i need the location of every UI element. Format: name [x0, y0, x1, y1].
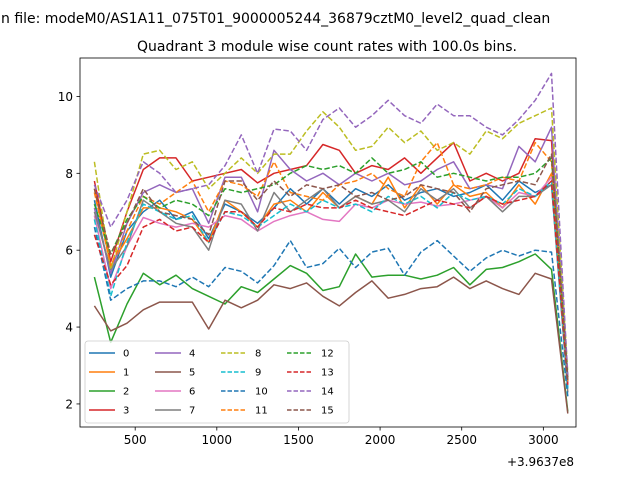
series-line-4 [93, 126, 569, 381]
y-tick-label: 4 [65, 321, 73, 335]
series-line-3 [93, 137, 569, 385]
legend-label-15: 15 [321, 406, 334, 417]
legend-label-10: 10 [255, 387, 268, 398]
legend-label-6: 6 [189, 387, 195, 398]
legend-label-13: 13 [321, 368, 334, 379]
legend-label-12: 12 [321, 349, 334, 360]
legend-label-9: 9 [255, 368, 261, 379]
series-line-12 [93, 157, 569, 378]
series-line-7 [93, 184, 569, 393]
legend-box [84, 340, 350, 424]
legend-label-11: 11 [255, 406, 268, 417]
chart-title: Quadrant 3 module wise count rates with … [137, 39, 517, 55]
legend-label-5: 5 [189, 368, 195, 379]
series-line-8 [93, 107, 569, 374]
x-offset-label: +3.9637e8 [507, 455, 574, 469]
series-line-1 [93, 172, 569, 381]
legend-label-8: 8 [255, 349, 261, 360]
series-line-14 [93, 72, 569, 378]
legend-label-2: 2 [123, 387, 129, 398]
x-tick-label: 2000 [365, 433, 396, 447]
x-tick-label: 3000 [528, 433, 559, 447]
legend-label-1: 1 [123, 368, 129, 379]
series-line-11 [93, 141, 569, 381]
series-line-15 [93, 153, 569, 381]
legend-label-14: 14 [321, 387, 334, 398]
x-tick-label: 1500 [283, 433, 314, 447]
figure-suptitle: n file: modeM0/AS1A11_075T01_9000005244_… [1, 11, 550, 27]
x-tick-label: 1000 [202, 433, 233, 447]
legend-label-0: 0 [123, 349, 129, 360]
legend-label-3: 3 [123, 406, 129, 417]
y-tick-label: 8 [65, 167, 73, 181]
x-tick-label: 2500 [446, 433, 477, 447]
x-tick-label: 500 [124, 433, 147, 447]
series-line-13 [93, 180, 569, 385]
series-line-2 [93, 253, 569, 412]
legend-label-7: 7 [189, 406, 195, 417]
legend-label-4: 4 [189, 349, 195, 360]
y-tick-label: 6 [65, 244, 73, 258]
series-line-5 [93, 272, 569, 414]
y-tick-label: 2 [65, 397, 73, 411]
plot-frame [79, 57, 577, 428]
series-layer [93, 72, 569, 414]
series-line-10 [93, 226, 569, 397]
y-tick-label: 10 [58, 90, 73, 104]
